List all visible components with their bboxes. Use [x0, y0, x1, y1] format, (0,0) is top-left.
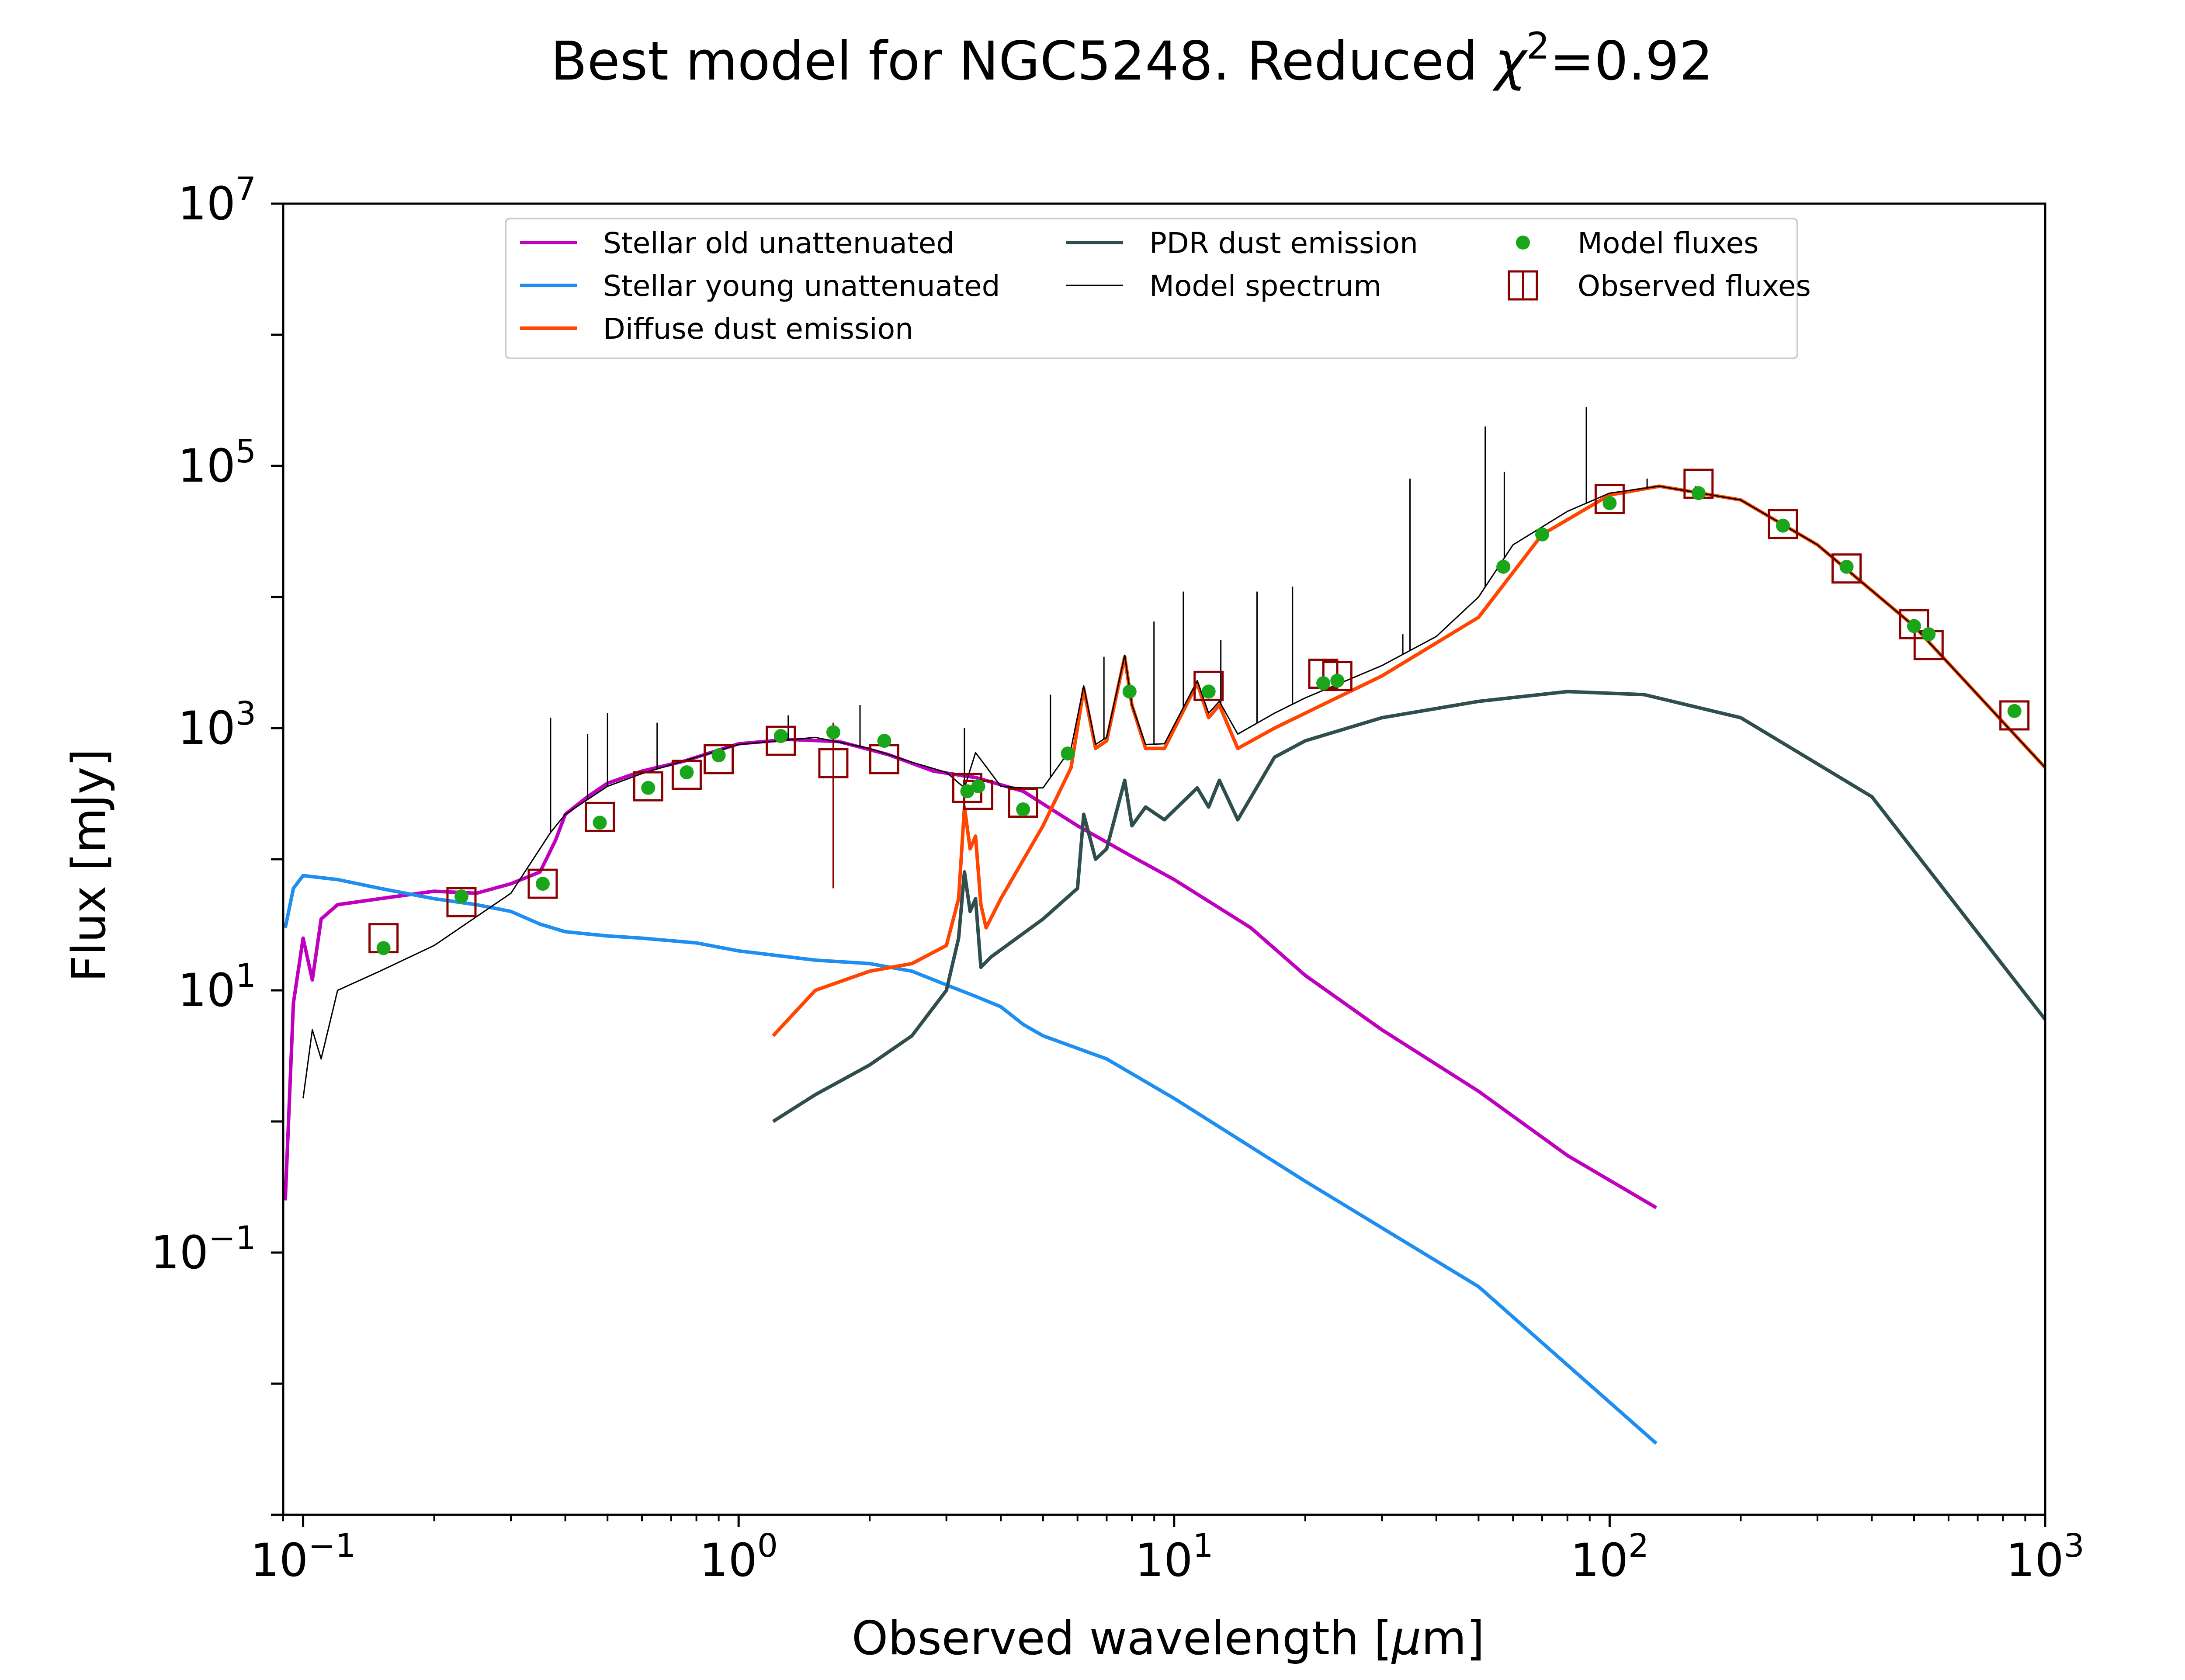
observed-flux-marker: [1999, 700, 2030, 731]
legend-label: Stellar young unattenuated: [603, 269, 1000, 303]
legend-entry: Diffuse dust emission: [520, 312, 913, 346]
model-flux-point: [960, 784, 975, 798]
legend-label: PDR dust emission: [1149, 226, 1418, 260]
legend-entry: Stellar young unattenuated: [520, 269, 1000, 303]
axes: 10−1 100 101 102 103 10−1 101 103 105 107: [151, 170, 2084, 1587]
model-flux-point: [1122, 684, 1137, 699]
chart-title: Best model for NGC5248. Reduced χ2=0.92: [551, 24, 1713, 92]
pdr-dust-emission-line: [772, 690, 2045, 1123]
model-flux-point: [1016, 802, 1030, 816]
model-flux-point: [2007, 704, 2022, 718]
y-tick-label: 107: [178, 170, 256, 230]
legend-box: [505, 218, 1798, 359]
model-flux-point: [971, 779, 985, 794]
y-tick-label: 105: [178, 433, 256, 493]
model-flux-point: [1535, 527, 1550, 541]
model-flux-point: [1921, 627, 1936, 642]
legend-swatch: [1516, 236, 1530, 250]
observed-flux-marker: [633, 771, 663, 802]
observed-flux-marker: [446, 887, 477, 917]
model-flux-point: [641, 781, 656, 795]
model-flux-point: [1201, 684, 1216, 699]
y-tick-label: 103: [178, 695, 256, 755]
y-tick-label: 10−1: [151, 1219, 256, 1279]
legend-label: Diffuse dust emission: [603, 312, 913, 346]
observed-flux-marker: [1768, 509, 1798, 539]
model-flux-point: [773, 729, 788, 743]
observed-flux-marker: [818, 748, 849, 778]
legend-label: Model fluxes: [1578, 226, 1759, 260]
legend: Stellar old unattenuated Stellar young un…: [505, 218, 1811, 359]
model-flux-point: [454, 889, 468, 904]
legend-label: Stellar old unattenuated: [603, 226, 954, 260]
model-spectrum-line: [302, 486, 2045, 1099]
x-axis-label: Observed wavelength [μm]: [852, 1611, 1484, 1665]
observed-flux-marker: [766, 725, 796, 756]
legend-label: Observed fluxes: [1578, 269, 1811, 303]
x-tick-label: 102: [1571, 1527, 1649, 1587]
model-flux-point: [680, 765, 694, 780]
model-flux-point: [1776, 518, 1790, 533]
model-flux-point: [711, 748, 726, 763]
legend-entry: Model spectrum: [1066, 269, 1381, 303]
model-flux-point: [1061, 746, 1075, 761]
model-flux-point: [1330, 673, 1345, 688]
observed-flux-marker: [704, 744, 734, 774]
model-flux-point: [877, 734, 891, 748]
x-tick-label: 10−1: [250, 1527, 356, 1587]
observed-flux-marker: [1831, 553, 1862, 584]
model-flux-point: [593, 816, 607, 830]
observed-flux-marker: [671, 760, 702, 790]
model-flux-point: [1316, 676, 1331, 691]
legend-label: Model spectrum: [1149, 269, 1381, 303]
model-flux-point: [1839, 559, 1854, 574]
observed-flux-marker: [1008, 788, 1038, 818]
plot-area: [283, 407, 2045, 1445]
observed-flux-marker: [527, 868, 558, 899]
observed-flux-marker: [1322, 661, 1353, 691]
model-flux-point: [826, 725, 840, 739]
model-flux-point: [376, 941, 391, 955]
legend-entry: PDR dust emission: [1066, 226, 1418, 260]
observed-flux-marker: [585, 802, 615, 832]
model-flux-point: [1907, 619, 1921, 633]
observed-flux-marker: [1594, 484, 1625, 514]
x-tick-label: 101: [1135, 1527, 1213, 1587]
x-tick-label: 100: [699, 1527, 777, 1587]
model-flux-point: [1691, 486, 1706, 500]
stellar-young-unattenuated-line: [283, 874, 1658, 1445]
model-flux-point: [1496, 559, 1511, 574]
model-flux-point: [535, 877, 550, 891]
legend-entry: Observed fluxes: [1508, 269, 1811, 303]
x-tick-label: 103: [2006, 1527, 2084, 1587]
model-flux-point: [1602, 496, 1617, 510]
legend-entry: Stellar old unattenuated: [520, 226, 954, 260]
y-axis-label: Flux [mJy]: [62, 749, 116, 982]
observed-flux-marker: [1193, 670, 1224, 701]
plot-curves: [283, 407, 2045, 1445]
legend-entry: Model fluxes: [1516, 226, 1759, 260]
y-tick-label: 101: [178, 957, 256, 1017]
